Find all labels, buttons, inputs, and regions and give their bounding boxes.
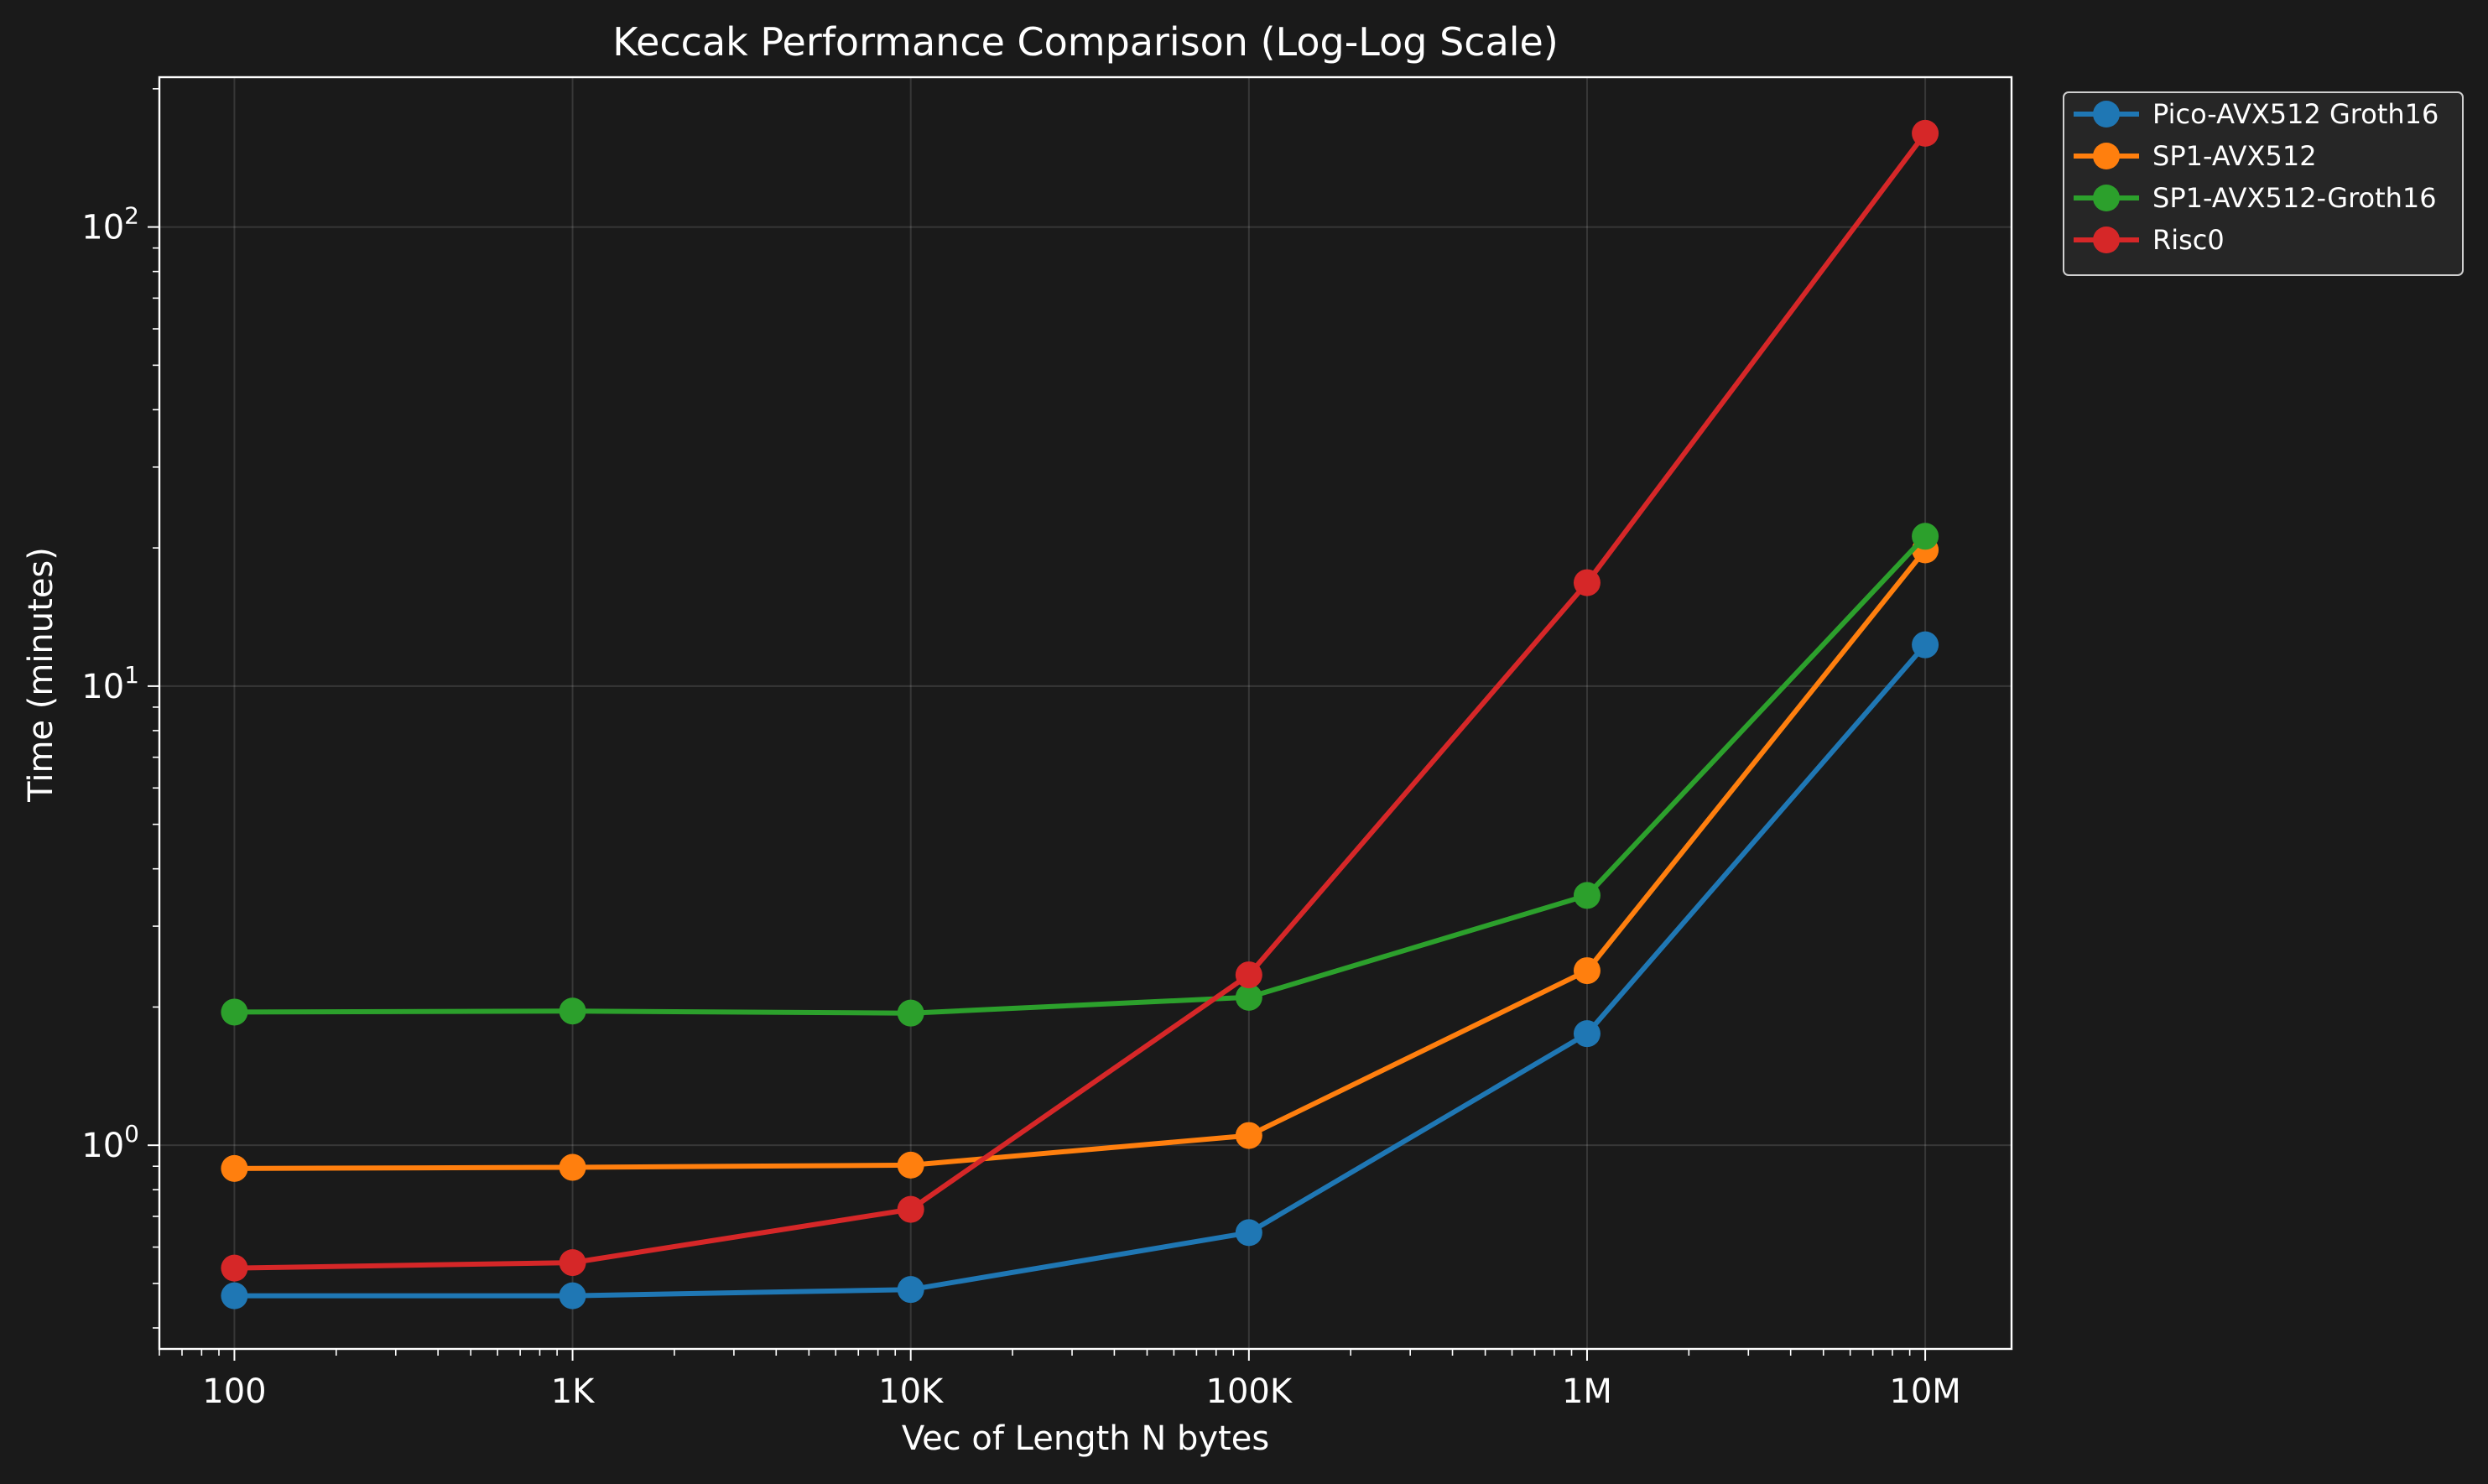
- plot-background: [159, 77, 2012, 1349]
- legend-marker: [2093, 143, 2120, 169]
- x-tick-label: 1M: [1562, 1372, 1612, 1411]
- data-point: [1235, 1219, 1262, 1247]
- legend: Pico-AVX512 Groth16 SP1-AVX512 SP1-AVX512-…: [2063, 91, 2464, 276]
- legend-label: Pico-AVX512 Groth16: [2152, 98, 2439, 130]
- data-point: [559, 1249, 586, 1277]
- data-point: [1912, 119, 1939, 147]
- data-point: [1235, 961, 1262, 989]
- data-point: [1573, 1020, 1601, 1048]
- legend-item: SP1-AVX512: [2074, 140, 2317, 172]
- legend-box: [2063, 91, 2464, 276]
- data-point: [221, 1154, 248, 1182]
- axis-ticks: 100 1K 10K 100K 1M 10M 100 101 102: [81, 88, 1961, 1411]
- data-point: [897, 1151, 924, 1179]
- data-point: [897, 999, 924, 1027]
- x-tick-label: 10M: [1889, 1372, 1960, 1411]
- legend-label: SP1-AVX512-Groth16: [2152, 182, 2437, 214]
- series-line: [234, 132, 1928, 1271]
- data-point: [221, 1254, 248, 1282]
- data-point: [1235, 983, 1262, 1011]
- series-2: [221, 536, 1939, 1182]
- legend-marker: [2093, 227, 2120, 253]
- legend-label: Risc0: [2152, 224, 2225, 256]
- plot-area: [159, 77, 2012, 1349]
- x-tick-label: 100K: [1206, 1372, 1293, 1411]
- axes-frame: [158, 76, 2013, 1351]
- x-axis-label: Vec of Length N bytes: [902, 1419, 1269, 1458]
- data-point: [559, 997, 586, 1025]
- data-point: [559, 1153, 586, 1181]
- series-line: [234, 534, 1928, 1016]
- data-point: [559, 1282, 586, 1310]
- data-point: [1573, 882, 1601, 909]
- y-tick-label: 102: [81, 202, 139, 247]
- data-point: [1912, 631, 1939, 659]
- series-line: [234, 643, 1928, 1299]
- data-point: [897, 1276, 924, 1304]
- series-4: [221, 119, 1939, 1282]
- x-tick-label: 10K: [878, 1372, 945, 1411]
- legend-label: SP1-AVX512: [2152, 140, 2317, 172]
- data-point: [1573, 569, 1601, 596]
- series-1: [221, 631, 1939, 1310]
- data-point: [1573, 957, 1601, 985]
- series-lines: [221, 119, 1939, 1310]
- legend-marker: [2093, 101, 2120, 128]
- legend-item: Pico-AVX512 Groth16: [2074, 98, 2439, 130]
- axes-border: [158, 76, 2013, 1351]
- y-axis-label: Time (minutes): [22, 547, 60, 803]
- legend-item: Risc0: [2074, 224, 2225, 256]
- legend-item: SP1-AVX512-Groth16: [2074, 182, 2437, 214]
- grid-lines: [159, 77, 2012, 1349]
- legend-marker: [2093, 185, 2120, 211]
- chart-title: Keccak Performance Comparison (Log-Log S…: [612, 19, 1559, 65]
- data-point: [221, 1282, 248, 1310]
- y-tick-label: 100: [81, 1120, 139, 1165]
- data-point: [1235, 1122, 1262, 1149]
- x-tick-label: 1K: [551, 1372, 596, 1411]
- data-point: [221, 998, 248, 1026]
- series-3: [221, 523, 1939, 1027]
- series-line: [234, 548, 1928, 1171]
- x-tick-label: 100: [202, 1372, 266, 1411]
- y-tick-label: 101: [81, 661, 139, 706]
- data-point: [1912, 523, 1939, 550]
- data-point: [897, 1195, 924, 1223]
